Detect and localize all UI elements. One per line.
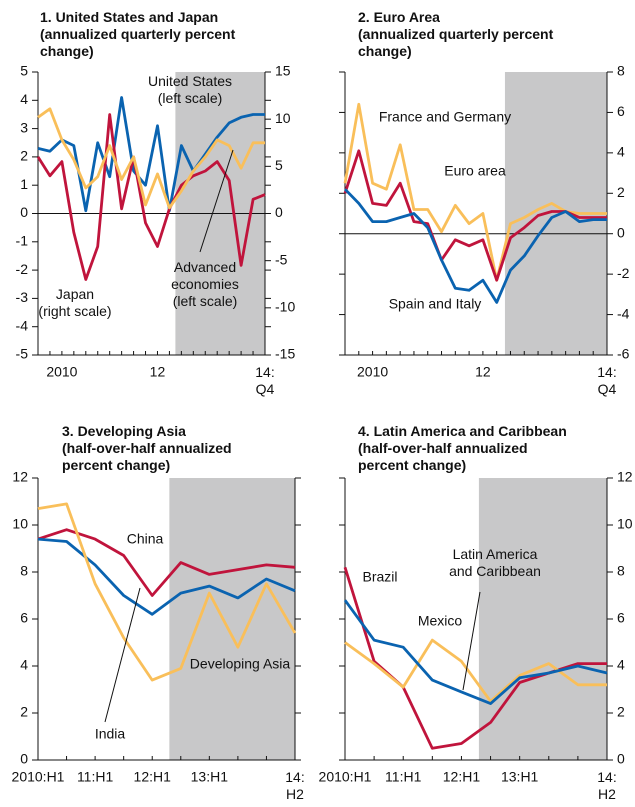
y2-tick-label: 5 bbox=[275, 157, 283, 173]
y-tick-label: 8 bbox=[617, 563, 625, 579]
y2-tick-label: 15 bbox=[275, 63, 291, 79]
series-label: United States (left scale) bbox=[148, 73, 232, 106]
series-line bbox=[37, 502, 297, 682]
y-tick-label: -1 bbox=[16, 233, 29, 249]
y-tick-label: 12 bbox=[12, 469, 28, 485]
y-tick-label: 0 bbox=[617, 751, 625, 767]
series-line bbox=[37, 96, 265, 213]
series-label: Latin America and Caribbean bbox=[449, 546, 541, 579]
y-tick-label: 10 bbox=[12, 516, 28, 532]
y-tick-label: 2 bbox=[617, 704, 625, 720]
y-tick-label: 6 bbox=[617, 610, 625, 626]
x-tick-label: 14: H2 bbox=[597, 769, 616, 802]
y2-tick-label: 10 bbox=[275, 110, 291, 126]
x-tick-label: 13:H1 bbox=[191, 769, 229, 785]
x-tick-label: 2010 bbox=[46, 364, 77, 380]
y-tick-label: 5 bbox=[20, 63, 28, 79]
x-tick-label: 2010:H1 bbox=[319, 769, 372, 785]
projection-shade bbox=[478, 478, 607, 760]
y-tick-label: 3 bbox=[20, 119, 28, 135]
y2-tick-label: -15 bbox=[275, 346, 295, 362]
series-line bbox=[344, 638, 607, 703]
y2-tick-label: 0 bbox=[275, 204, 283, 220]
y-tick-label: -4 bbox=[617, 305, 630, 321]
y-tick-label: -6 bbox=[617, 346, 630, 362]
series-label: Euro area bbox=[444, 163, 506, 179]
y-tick-label: 4 bbox=[617, 144, 625, 160]
x-tick-label: 2010:H1 bbox=[12, 769, 65, 785]
y-tick-label: 2 bbox=[20, 148, 28, 164]
y-tick-label: -5 bbox=[16, 346, 29, 362]
series-label: China bbox=[127, 531, 164, 547]
y-tick-label: 1 bbox=[20, 176, 28, 192]
series-label: Brazil bbox=[362, 569, 397, 585]
y-tick-label: -2 bbox=[617, 265, 630, 281]
panel-title: 2. Euro Area (annualized quarterly percen… bbox=[358, 9, 554, 59]
y2-tick-label: -5 bbox=[275, 251, 288, 267]
y-tick-label: 2 bbox=[20, 704, 28, 720]
y-tick-label: 2 bbox=[617, 184, 625, 200]
x-tick-label: 11:H1 bbox=[77, 769, 114, 785]
projection-shade bbox=[169, 478, 295, 760]
y-tick-label: 6 bbox=[20, 610, 28, 626]
y-tick-label: 0 bbox=[20, 204, 28, 220]
panel-title: 4. Latin America and Caribbean (half-over… bbox=[358, 423, 567, 473]
y-tick-label: 6 bbox=[617, 103, 625, 119]
series-label: Spain and Italy bbox=[389, 296, 482, 312]
y-tick-label: -2 bbox=[16, 261, 29, 277]
x-tick-label: 11:H1 bbox=[385, 769, 422, 785]
x-tick-label: 14: H2 bbox=[285, 769, 304, 802]
series-label: Japan (right scale) bbox=[38, 286, 111, 319]
label-pointer bbox=[104, 587, 141, 723]
y2-tick-label: -10 bbox=[275, 299, 295, 315]
x-tick-label: 12 bbox=[475, 364, 491, 380]
panel-title: 1. United States and Japan (annualized qu… bbox=[40, 9, 236, 59]
y-tick-label: -4 bbox=[16, 317, 29, 333]
y-tick-label: 10 bbox=[617, 516, 633, 532]
x-tick-label: 14: Q4 bbox=[597, 364, 616, 397]
x-tick-label: 14: Q4 bbox=[255, 364, 274, 397]
panel-title: 3. Developing Asia (half-over-half annual… bbox=[62, 423, 232, 473]
series-label: Advanced economies (left scale) bbox=[171, 259, 239, 309]
x-tick-label: 2010 bbox=[357, 364, 388, 380]
label-pointer bbox=[199, 149, 234, 253]
series-line bbox=[37, 107, 265, 210]
series-label: France and Germany bbox=[379, 109, 511, 125]
series-line bbox=[37, 537, 296, 616]
series-label: Mexico bbox=[418, 613, 463, 629]
y-tick-label: 12 bbox=[617, 469, 633, 485]
y-tick-label: 8 bbox=[20, 563, 28, 579]
series-line bbox=[343, 599, 608, 705]
series-line bbox=[36, 113, 266, 281]
y-tick-label: 8 bbox=[617, 63, 625, 79]
x-tick-label: 12:H1 bbox=[443, 769, 481, 785]
y-tick-label: 0 bbox=[617, 224, 625, 240]
y-tick-label: 4 bbox=[617, 657, 625, 673]
y-tick-label: 4 bbox=[20, 657, 28, 673]
x-tick-label: 12:H1 bbox=[134, 769, 172, 785]
series-label: Developing Asia bbox=[190, 656, 291, 672]
label-pointer bbox=[462, 591, 481, 691]
y-tick-label: -3 bbox=[16, 289, 29, 305]
series-line bbox=[343, 188, 607, 304]
series-line bbox=[37, 528, 296, 597]
x-tick-label: 13:H1 bbox=[501, 769, 539, 785]
series-label: India bbox=[95, 726, 126, 742]
y-tick-label: 4 bbox=[20, 91, 28, 107]
y-tick-label: 0 bbox=[20, 751, 28, 767]
x-tick-label: 12 bbox=[150, 364, 166, 380]
